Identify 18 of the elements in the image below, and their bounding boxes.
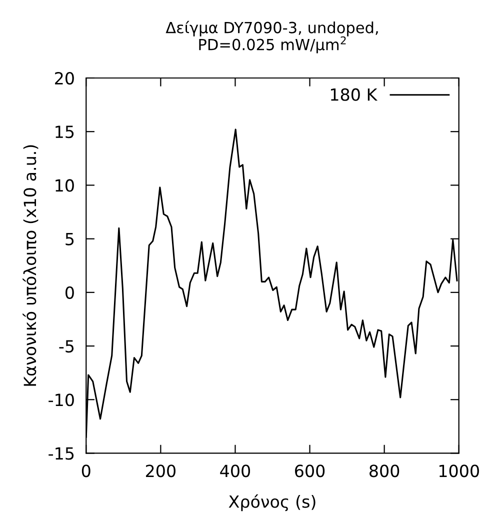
x-tick-label: 600 [295,464,325,478]
y-tick-label: -5 [59,340,74,353]
y-tick-label: 15 [56,126,74,138]
x-tick-label: 1000 [439,464,479,478]
x-tick-label: 400 [220,464,250,478]
x-tick-label: 800 [370,464,400,478]
x-axis-title: Χρόνος (s) [228,494,316,512]
y-tick-label: -15 [48,447,74,460]
x-tick-label: 0 [82,464,90,478]
y-tick-label: -10 [48,394,74,406]
y-axis-title: Κανονικό υπόλοιπο (x10 a.u.) [22,145,38,386]
y-tick-label: 20 [55,72,74,85]
chart-title: Δείγμα DY7090-3, undoped, PD=0.025 mW/μm$^{2}$ [166,20,378,54]
y-tick-label: 5 [66,232,74,246]
y-tick-label: 10 [56,179,74,192]
legend-label: 180 K [330,88,378,101]
y-tick-label: 0 [66,286,74,299]
x-tick-label: 200 [146,464,176,478]
